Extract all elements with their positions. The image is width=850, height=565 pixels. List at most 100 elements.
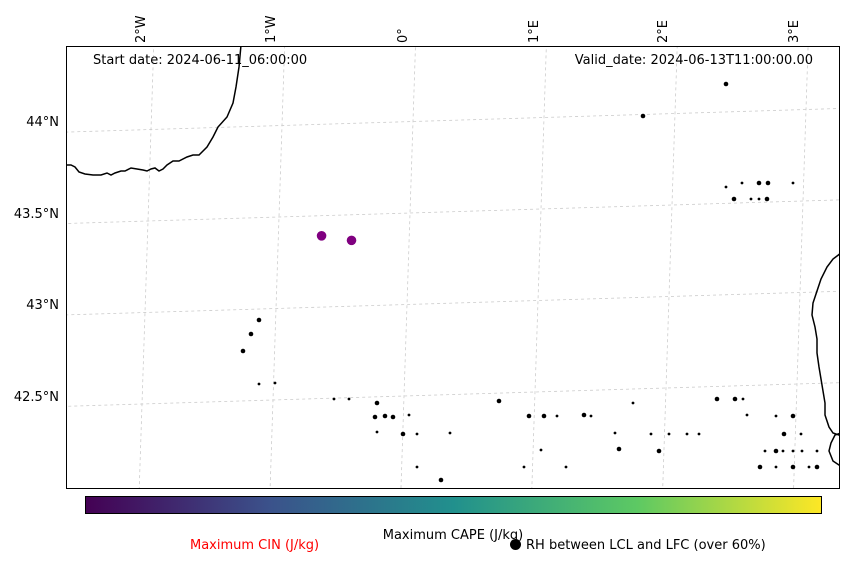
valid-date: Valid_date: 2024-06-13T11:00:00.00 xyxy=(574,53,813,68)
cape-cell xyxy=(616,446,622,452)
map-frame: Start date: 2024-06-11_06:00:00 Valid_da… xyxy=(66,46,840,489)
cape-cell xyxy=(781,449,785,453)
meridian-line xyxy=(400,47,416,488)
cape-cell xyxy=(248,331,254,337)
cape-cell xyxy=(667,432,671,436)
lat-label-44: 44°N xyxy=(26,115,59,130)
cape-cell xyxy=(375,430,379,434)
colorbar-label: Maximum CAPE (J/kg) xyxy=(382,528,524,543)
cape-cell xyxy=(273,381,277,385)
bay-of-biscay-coast xyxy=(67,47,242,176)
cin-legend-label: Maximum CIN (J/kg) xyxy=(190,538,320,553)
cape-cell xyxy=(589,414,593,418)
parallel-line xyxy=(67,290,839,316)
cape-cell xyxy=(791,449,795,453)
parallel-line xyxy=(67,108,839,133)
cape-cell xyxy=(581,412,587,418)
cape-cell xyxy=(774,414,778,418)
cape-cell xyxy=(791,181,795,185)
cape-cell xyxy=(764,196,770,202)
cape-cell xyxy=(240,348,246,354)
rh-legend-label: RH between LCL and LFC (over 60%) xyxy=(526,538,766,553)
highlight-points xyxy=(316,231,357,246)
cape-cell xyxy=(790,464,796,470)
start-date: Start date: 2024-06-11_06:00:00 xyxy=(93,53,308,68)
cape-cell xyxy=(257,382,261,386)
cape-cell xyxy=(564,465,568,469)
cape-cell xyxy=(613,431,617,435)
cape-cell xyxy=(757,197,761,201)
cape-cell xyxy=(814,464,820,470)
cape-cell xyxy=(757,464,763,470)
cape-cell xyxy=(522,465,526,469)
cape-cell xyxy=(526,413,532,419)
cape-cells xyxy=(240,81,820,483)
lon-label-2e: 2°E xyxy=(656,20,671,43)
cape-cell xyxy=(539,448,543,452)
cape-cell xyxy=(697,432,701,436)
lon-label-1e: 1°E xyxy=(527,20,542,43)
cape-cell xyxy=(745,413,749,417)
cape-cell xyxy=(332,397,336,401)
cape-cell xyxy=(732,396,738,402)
cape-cell xyxy=(807,465,811,469)
cape-cell xyxy=(756,180,762,186)
lat-label-43-5: 43.5°N xyxy=(13,207,59,222)
parallel-line xyxy=(67,199,839,224)
cape-cell xyxy=(763,449,767,453)
cape-cell xyxy=(541,413,547,419)
cape-cell xyxy=(347,397,351,401)
cape-cell xyxy=(390,414,396,420)
cape-cell xyxy=(781,431,787,437)
cape-cell xyxy=(723,81,729,87)
cape-cell xyxy=(800,449,804,453)
cape-colorbar xyxy=(85,496,822,514)
lat-label-42-5: 42.5°N xyxy=(13,390,59,405)
cape-cell xyxy=(714,396,720,402)
cape-cell xyxy=(256,317,262,323)
cape-cell xyxy=(765,180,771,186)
cape-cell xyxy=(374,400,380,406)
meridian-line xyxy=(793,47,809,488)
cape-cell xyxy=(790,413,796,419)
cape-cell xyxy=(448,431,452,435)
cape-cell xyxy=(656,448,662,454)
meridian-line xyxy=(269,47,285,488)
cape-cell xyxy=(555,414,559,418)
cape-cell xyxy=(496,398,502,404)
cape-cell xyxy=(724,185,728,189)
cape-cell xyxy=(685,432,689,436)
meridian-line xyxy=(138,47,155,488)
highlight-point-1 xyxy=(316,231,327,241)
meridian-line xyxy=(531,47,547,488)
graticule xyxy=(67,47,839,488)
cape-cell xyxy=(749,197,753,201)
meridian-line xyxy=(662,47,678,488)
cape-cell xyxy=(372,414,378,420)
cape-cell xyxy=(415,465,419,469)
cape-cell xyxy=(815,449,819,453)
cape-cell xyxy=(773,448,779,454)
lon-label-2w: 2°W xyxy=(134,15,149,43)
cape-cell xyxy=(415,432,419,436)
map-canvas xyxy=(67,47,839,488)
cape-cell xyxy=(741,397,745,401)
cape-cell xyxy=(731,196,737,202)
lon-label-3e: 3°E xyxy=(787,20,802,43)
mediterranean-coast xyxy=(811,253,839,437)
cape-cell xyxy=(740,181,744,185)
filled-circle-icon xyxy=(510,539,521,550)
rh-legend: RH between LCL and LFC (over 60%) xyxy=(510,538,766,553)
cape-cell xyxy=(631,401,635,405)
cape-cell xyxy=(640,113,646,119)
cape-cell xyxy=(382,413,388,419)
mediterranean-coast-south xyxy=(828,432,839,467)
cape-cell xyxy=(407,413,411,417)
parallel-line xyxy=(67,382,839,407)
highlight-point-2 xyxy=(346,235,357,246)
lon-label-1w: 1°W xyxy=(264,15,279,43)
cape-cell xyxy=(649,432,653,436)
cape-cell xyxy=(438,477,444,483)
cape-cell xyxy=(799,432,803,436)
cape-cell xyxy=(774,465,778,469)
